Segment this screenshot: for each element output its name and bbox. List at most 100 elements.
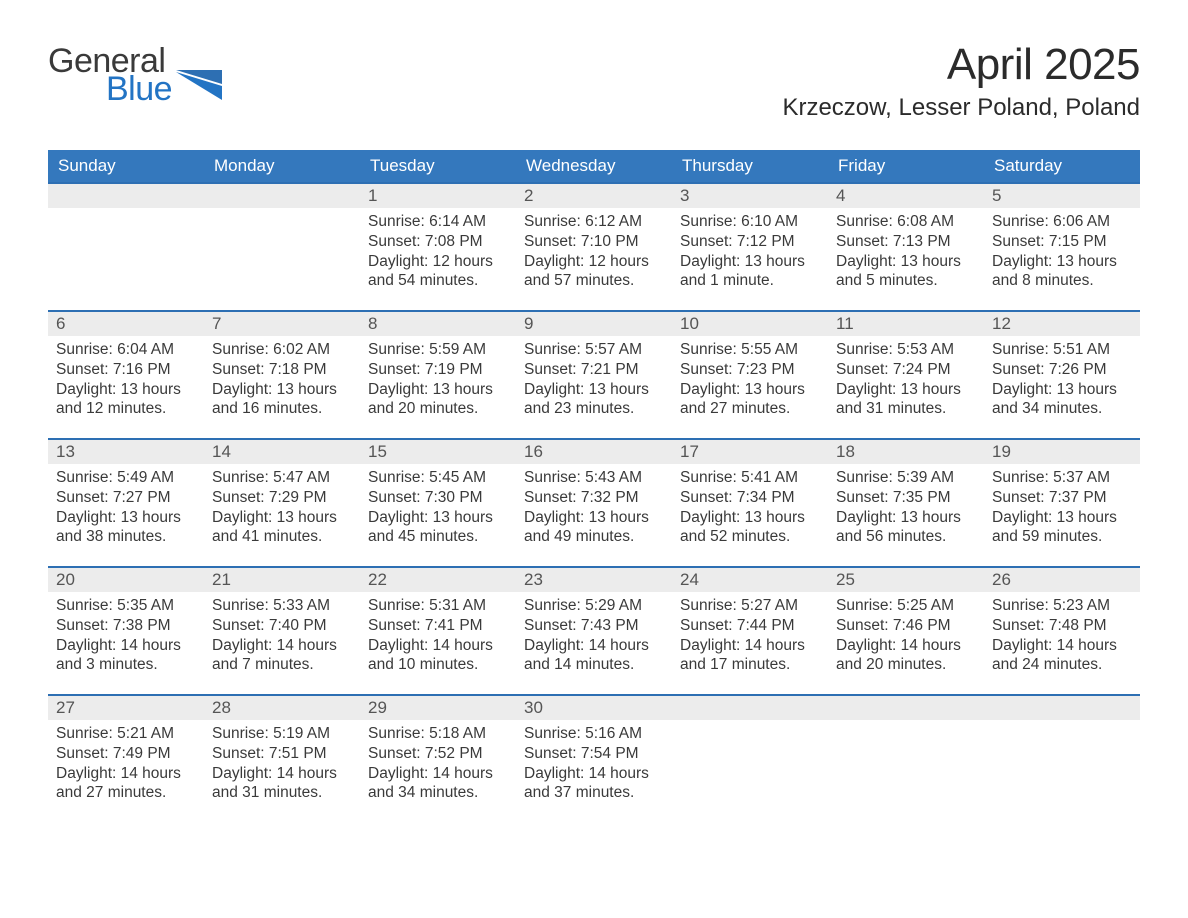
daylight-line: Daylight: 14 hours and 31 minutes.: [212, 764, 352, 804]
daylight-line: Daylight: 13 hours and 45 minutes.: [368, 508, 508, 548]
day-number: 14: [204, 440, 360, 464]
sunrise-line: Sunrise: 5:47 AM: [212, 468, 352, 488]
sunset-line: Sunset: 7:16 PM: [56, 360, 196, 380]
calendar-cell: 23Sunrise: 5:29 AMSunset: 7:43 PMDayligh…: [516, 567, 672, 695]
calendar-table: SundayMondayTuesdayWednesdayThursdayFrid…: [48, 150, 1140, 823]
daylight-line: Daylight: 13 hours and 41 minutes.: [212, 508, 352, 548]
calendar-cell: 15Sunrise: 5:45 AMSunset: 7:30 PMDayligh…: [360, 439, 516, 567]
title-block: April 2025 Krzeczow, Lesser Poland, Pola…: [782, 40, 1140, 122]
sunset-line: Sunset: 7:29 PM: [212, 488, 352, 508]
day-content: Sunrise: 5:31 AMSunset: 7:41 PMDaylight:…: [360, 592, 516, 687]
calendar-cell: 9Sunrise: 5:57 AMSunset: 7:21 PMDaylight…: [516, 311, 672, 439]
sunrise-line: Sunrise: 5:59 AM: [368, 340, 508, 360]
calendar-cell: 3Sunrise: 6:10 AMSunset: 7:12 PMDaylight…: [672, 183, 828, 311]
day-number: 9: [516, 312, 672, 336]
calendar-cell: 26Sunrise: 5:23 AMSunset: 7:48 PMDayligh…: [984, 567, 1140, 695]
sunrise-line: Sunrise: 5:23 AM: [992, 596, 1132, 616]
day-content: Sunrise: 5:43 AMSunset: 7:32 PMDaylight:…: [516, 464, 672, 559]
sunrise-line: Sunrise: 5:57 AM: [524, 340, 664, 360]
day-content: Sunrise: 5:57 AMSunset: 7:21 PMDaylight:…: [516, 336, 672, 431]
calendar-cell: 17Sunrise: 5:41 AMSunset: 7:34 PMDayligh…: [672, 439, 828, 567]
day-number: 24: [672, 568, 828, 592]
sunset-line: Sunset: 7:32 PM: [524, 488, 664, 508]
day-number: 1: [360, 184, 516, 208]
day-number-empty: [204, 184, 360, 208]
day-content: Sunrise: 6:04 AMSunset: 7:16 PMDaylight:…: [48, 336, 204, 431]
sunset-line: Sunset: 7:18 PM: [212, 360, 352, 380]
sunrise-line: Sunrise: 5:45 AM: [368, 468, 508, 488]
sunrise-line: Sunrise: 5:31 AM: [368, 596, 508, 616]
week-row: 20Sunrise: 5:35 AMSunset: 7:38 PMDayligh…: [48, 567, 1140, 695]
day-number: 22: [360, 568, 516, 592]
sunset-line: Sunset: 7:30 PM: [368, 488, 508, 508]
day-header: Saturday: [984, 150, 1140, 183]
day-number: 10: [672, 312, 828, 336]
sunrise-line: Sunrise: 5:33 AM: [212, 596, 352, 616]
day-content: Sunrise: 5:16 AMSunset: 7:54 PMDaylight:…: [516, 720, 672, 815]
daylight-line: Daylight: 13 hours and 34 minutes.: [992, 380, 1132, 420]
week-row: 6Sunrise: 6:04 AMSunset: 7:16 PMDaylight…: [48, 311, 1140, 439]
day-content: Sunrise: 5:35 AMSunset: 7:38 PMDaylight:…: [48, 592, 204, 687]
sunset-line: Sunset: 7:23 PM: [680, 360, 820, 380]
sunset-line: Sunset: 7:35 PM: [836, 488, 976, 508]
sunset-line: Sunset: 7:21 PM: [524, 360, 664, 380]
sunset-line: Sunset: 7:49 PM: [56, 744, 196, 764]
sunset-line: Sunset: 7:37 PM: [992, 488, 1132, 508]
sunrise-line: Sunrise: 5:55 AM: [680, 340, 820, 360]
calendar-cell: 29Sunrise: 5:18 AMSunset: 7:52 PMDayligh…: [360, 695, 516, 823]
sunrise-line: Sunrise: 6:02 AM: [212, 340, 352, 360]
day-content: Sunrise: 6:08 AMSunset: 7:13 PMDaylight:…: [828, 208, 984, 303]
calendar-cell: 16Sunrise: 5:43 AMSunset: 7:32 PMDayligh…: [516, 439, 672, 567]
sunrise-line: Sunrise: 5:51 AM: [992, 340, 1132, 360]
calendar-cell: 13Sunrise: 5:49 AMSunset: 7:27 PMDayligh…: [48, 439, 204, 567]
daylight-line: Daylight: 13 hours and 59 minutes.: [992, 508, 1132, 548]
sunset-line: Sunset: 7:44 PM: [680, 616, 820, 636]
sunrise-line: Sunrise: 6:08 AM: [836, 212, 976, 232]
calendar-cell: 6Sunrise: 6:04 AMSunset: 7:16 PMDaylight…: [48, 311, 204, 439]
day-number: 16: [516, 440, 672, 464]
day-content: Sunrise: 6:06 AMSunset: 7:15 PMDaylight:…: [984, 208, 1140, 303]
day-number: 25: [828, 568, 984, 592]
logo-word-blue: Blue: [106, 72, 172, 106]
day-content: Sunrise: 6:10 AMSunset: 7:12 PMDaylight:…: [672, 208, 828, 303]
sunset-line: Sunset: 7:52 PM: [368, 744, 508, 764]
daylight-line: Daylight: 14 hours and 3 minutes.: [56, 636, 196, 676]
day-content: Sunrise: 5:18 AMSunset: 7:52 PMDaylight:…: [360, 720, 516, 815]
daylight-line: Daylight: 12 hours and 57 minutes.: [524, 252, 664, 292]
sunset-line: Sunset: 7:40 PM: [212, 616, 352, 636]
day-content: Sunrise: 5:47 AMSunset: 7:29 PMDaylight:…: [204, 464, 360, 559]
daylight-line: Daylight: 13 hours and 52 minutes.: [680, 508, 820, 548]
daylight-line: Daylight: 13 hours and 20 minutes.: [368, 380, 508, 420]
sunrise-line: Sunrise: 5:49 AM: [56, 468, 196, 488]
sunrise-line: Sunrise: 5:43 AM: [524, 468, 664, 488]
daylight-line: Daylight: 14 hours and 7 minutes.: [212, 636, 352, 676]
sunrise-line: Sunrise: 5:16 AM: [524, 724, 664, 744]
calendar-cell: 24Sunrise: 5:27 AMSunset: 7:44 PMDayligh…: [672, 567, 828, 695]
sunset-line: Sunset: 7:38 PM: [56, 616, 196, 636]
calendar-cell: 30Sunrise: 5:16 AMSunset: 7:54 PMDayligh…: [516, 695, 672, 823]
daylight-line: Daylight: 12 hours and 54 minutes.: [368, 252, 508, 292]
sunset-line: Sunset: 7:24 PM: [836, 360, 976, 380]
day-content: Sunrise: 5:37 AMSunset: 7:37 PMDaylight:…: [984, 464, 1140, 559]
calendar-cell: 19Sunrise: 5:37 AMSunset: 7:37 PMDayligh…: [984, 439, 1140, 567]
calendar-cell: 5Sunrise: 6:06 AMSunset: 7:15 PMDaylight…: [984, 183, 1140, 311]
day-number: 28: [204, 696, 360, 720]
daylight-line: Daylight: 14 hours and 24 minutes.: [992, 636, 1132, 676]
calendar-cell: 27Sunrise: 5:21 AMSunset: 7:49 PMDayligh…: [48, 695, 204, 823]
sunrise-line: Sunrise: 6:14 AM: [368, 212, 508, 232]
calendar-cell: 1Sunrise: 6:14 AMSunset: 7:08 PMDaylight…: [360, 183, 516, 311]
day-header: Thursday: [672, 150, 828, 183]
day-content: Sunrise: 5:53 AMSunset: 7:24 PMDaylight:…: [828, 336, 984, 431]
calendar-cell: 21Sunrise: 5:33 AMSunset: 7:40 PMDayligh…: [204, 567, 360, 695]
sunset-line: Sunset: 7:10 PM: [524, 232, 664, 252]
daylight-line: Daylight: 14 hours and 17 minutes.: [680, 636, 820, 676]
sunrise-line: Sunrise: 5:41 AM: [680, 468, 820, 488]
day-content: Sunrise: 6:12 AMSunset: 7:10 PMDaylight:…: [516, 208, 672, 303]
day-number: 5: [984, 184, 1140, 208]
calendar-cell: [204, 183, 360, 311]
day-content: Sunrise: 5:25 AMSunset: 7:46 PMDaylight:…: [828, 592, 984, 687]
calendar-cell: [672, 695, 828, 823]
sunrise-line: Sunrise: 6:04 AM: [56, 340, 196, 360]
day-number: 12: [984, 312, 1140, 336]
calendar-cell: [828, 695, 984, 823]
